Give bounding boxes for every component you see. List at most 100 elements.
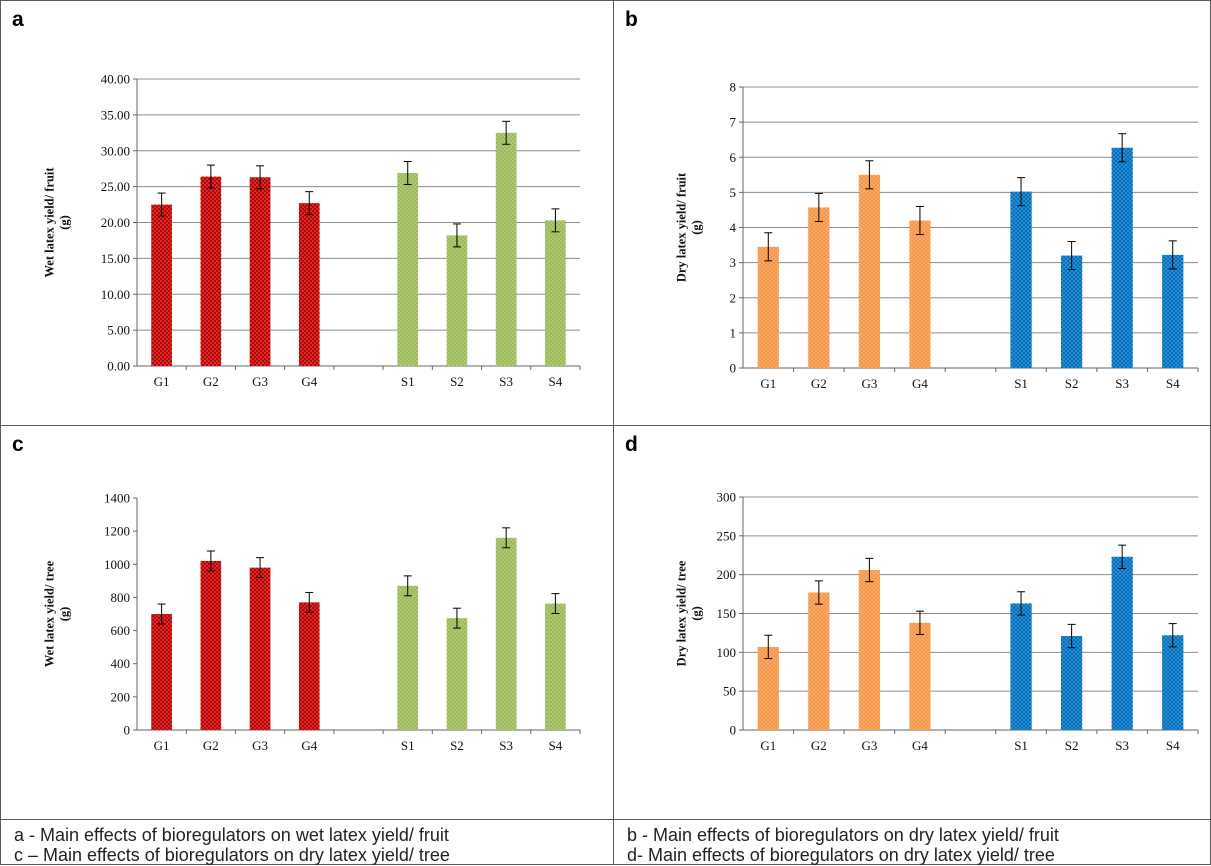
x-tick-label: S2 <box>1065 738 1079 753</box>
y-tick-label: 50 <box>723 684 736 699</box>
bar-S4 <box>1162 254 1184 368</box>
y-tick-label: 8 <box>730 80 737 95</box>
x-tick-label: G2 <box>203 738 219 753</box>
x-tick-label: G3 <box>252 374 268 389</box>
svg-text:Dry latex yield/ tree: Dry latex yield/ tree <box>675 560 689 666</box>
bar-S3 <box>1111 556 1133 730</box>
y-tick-label: 400 <box>111 656 131 671</box>
x-tick-label: G2 <box>811 738 827 753</box>
error-bar-G3 <box>865 160 874 190</box>
bar-G4 <box>298 602 320 730</box>
y-tick-label: 1400 <box>104 491 130 506</box>
x-tick-label: S1 <box>1014 738 1028 753</box>
x-tick-label: G3 <box>861 376 877 391</box>
x-tick-label: G2 <box>203 374 219 389</box>
y-tick-label: 0.00 <box>107 359 130 374</box>
error-bar-G2 <box>814 192 823 223</box>
svg-text:(g): (g) <box>690 606 704 621</box>
caption-c: c – Main effects of bioregulators on dry… <box>14 845 450 865</box>
error-bar-S3 <box>1118 133 1127 163</box>
bar-G2 <box>808 207 830 368</box>
chart-c: 0 200 400 600 800 1000 1200 1400 G1 G2 G3 G4 S1 S2 S3 S… <box>43 491 581 753</box>
y-tick-label: 100 <box>717 645 737 660</box>
x-tick-label: S3 <box>499 374 513 389</box>
x-tick-label: S4 <box>1166 738 1180 753</box>
y-tick-label: 200 <box>111 689 131 704</box>
x-tick-label: S1 <box>401 738 415 753</box>
panel-letter: b <box>625 8 638 31</box>
svg-text:Dry latex yield/ fruit: Dry latex yield/ fruit <box>675 172 689 282</box>
x-tick-label: G3 <box>861 738 877 753</box>
x-tick-label: G4 <box>301 374 317 389</box>
bar-S1 <box>397 585 419 730</box>
error-bar-S4 <box>551 208 560 233</box>
error-bar-S3 <box>1118 544 1127 569</box>
panel-letter: d <box>625 433 638 456</box>
y-tick-label: 35.00 <box>101 107 130 122</box>
error-bar-S3 <box>502 120 511 145</box>
y-tick-label: 0 <box>124 723 131 738</box>
bar-S2 <box>446 618 468 730</box>
caption-b: b - Main effects of bioregulators on dry… <box>627 825 1059 845</box>
x-tick-label: S3 <box>1115 376 1129 391</box>
y-tick-label: 150 <box>717 606 737 621</box>
x-tick-label: S1 <box>401 374 415 389</box>
error-bar-G3 <box>256 165 265 190</box>
error-bar-G4 <box>915 205 924 236</box>
svg-text:(g): (g) <box>58 607 72 622</box>
bar-G1 <box>151 204 172 366</box>
x-tick-label: G4 <box>301 738 317 753</box>
error-bar-S4 <box>1168 623 1177 648</box>
bar-S3 <box>495 132 517 366</box>
x-tick-label: S3 <box>1115 738 1129 753</box>
bar-S4 <box>545 603 566 730</box>
error-bar-G2 <box>206 164 215 189</box>
y-axis-label: Dry latex yield/ tree (g) <box>675 560 704 666</box>
y-tick-label: 0 <box>730 723 737 738</box>
bar-S2 <box>1060 636 1083 730</box>
error-bar-S2 <box>452 607 461 629</box>
y-tick-label: 30.00 <box>101 143 130 158</box>
x-tick-label: S2 <box>1065 376 1079 391</box>
error-bar-G2 <box>206 550 215 572</box>
column-divider <box>613 0 614 865</box>
error-bar-S4 <box>551 593 560 615</box>
y-tick-label: 5 <box>730 185 737 200</box>
y-tick-label: 1000 <box>104 557 130 572</box>
y-tick-label: 7 <box>730 115 737 130</box>
caption-d: d- Main effects of bioregulators on dry … <box>627 845 1055 865</box>
x-tick-label: G1 <box>760 738 776 753</box>
svg-text:(g): (g) <box>58 215 72 230</box>
y-tick-label: 800 <box>111 590 131 605</box>
error-bar-S1 <box>403 575 412 597</box>
bar-S3 <box>495 537 517 730</box>
panel-letter: a <box>12 8 24 31</box>
y-tick-label: 4 <box>730 220 737 235</box>
x-tick-label: G1 <box>154 374 170 389</box>
y-axis-label: Dry latex yield/ fruit (g) <box>675 172 704 282</box>
bar-S2 <box>446 235 468 366</box>
chart-b: 0 1 2 3 4 5 6 7 8 G1 G2 G3 G4 S1 S2 S3 S4 Dry latex yield… <box>675 80 1199 391</box>
y-tick-label: 600 <box>111 623 131 638</box>
error-bar-G4 <box>915 610 924 635</box>
error-bar-S3 <box>502 527 511 549</box>
error-bar-G4 <box>305 591 314 613</box>
x-tick-label: G1 <box>154 738 170 753</box>
svg-text:(g): (g) <box>690 220 704 235</box>
bar-G3 <box>249 567 271 730</box>
error-bar-S2 <box>1067 241 1076 271</box>
bar-S1 <box>1010 191 1032 368</box>
y-tick-label: 2 <box>730 290 737 305</box>
y-tick-label: 5.00 <box>107 323 130 338</box>
error-bar-S2 <box>1067 623 1076 649</box>
x-tick-label: S3 <box>499 738 513 753</box>
x-tick-label: S4 <box>549 374 563 389</box>
panel-b: b 0 1 2 3 4 5 6 7 8 G1 G2 G3 G4 S1 S2 S3 S4 Dry latex yie… <box>613 0 1211 425</box>
bar-S1 <box>397 172 419 366</box>
x-tick-label: G2 <box>811 376 827 391</box>
bar-G1 <box>757 246 779 368</box>
chart-a: 0.00 5.00 10.00 15.00 20.00 25.00 30.00 35.00 40… <box>43 72 581 389</box>
bar-S4 <box>545 220 566 366</box>
x-tick-label: S1 <box>1014 376 1028 391</box>
panel-a: a 0.00 5.00 10.00 15.00 20.00 25.00 30.00 35.00… <box>0 0 613 425</box>
